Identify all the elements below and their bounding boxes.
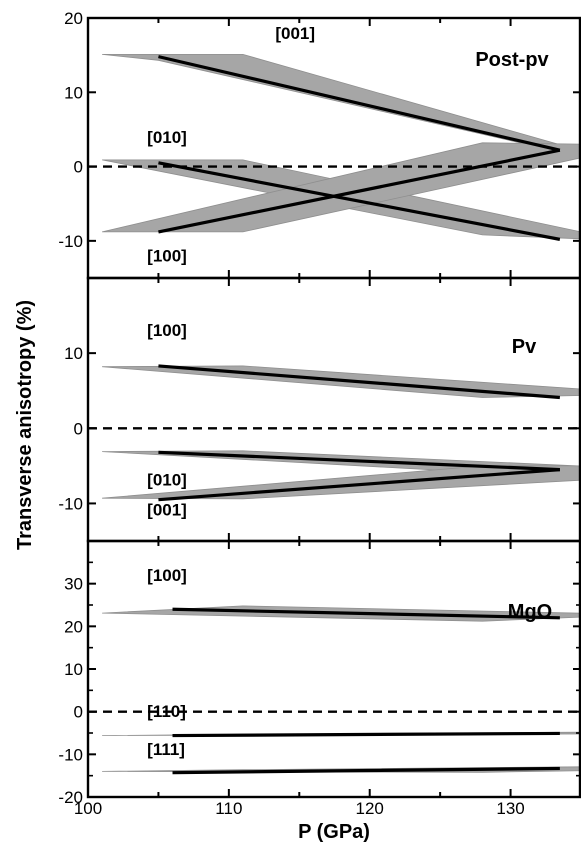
y-tick-label: -20 [58, 788, 83, 807]
x-tick-label: 100 [74, 799, 102, 818]
y-tick-label: 20 [64, 9, 83, 28]
y-tick-label: 0 [74, 703, 83, 722]
error-band [102, 54, 581, 158]
y-tick-label: 20 [64, 617, 83, 636]
series-label: [111] [147, 740, 185, 759]
y-tick-label: -10 [58, 232, 83, 251]
series-line [158, 468, 560, 502]
x-tick-label: 130 [496, 799, 524, 818]
series-line [172, 731, 560, 738]
y-tick-label: 10 [64, 83, 83, 102]
series-line [172, 766, 560, 775]
x-tick-label: 110 [215, 799, 242, 818]
panel-frame [86, 539, 581, 799]
series-label: [001] [275, 24, 315, 43]
y-tick-label: -10 [58, 745, 83, 764]
series-label: [001] [147, 500, 187, 519]
series-label: [100] [147, 566, 187, 585]
series-line [158, 55, 561, 152]
series-line [158, 364, 560, 400]
error-band [102, 465, 581, 500]
y-tick-label: 30 [64, 575, 83, 594]
x-tick-label: 120 [356, 799, 384, 818]
series-label: [010] [147, 470, 187, 489]
series-label: [100] [147, 321, 187, 340]
x-axis-label: P (GPa) [298, 821, 370, 843]
series-line [158, 148, 561, 234]
y-tick-label: 10 [64, 660, 83, 679]
panels: [001][010][100]Post-pv20100-10[100][010]… [58, 9, 581, 818]
series-label: [010] [147, 128, 187, 147]
y-tick-label: -10 [58, 494, 83, 513]
y-tick-label: 10 [64, 344, 83, 363]
series-label: [100] [147, 247, 187, 266]
series-line [158, 161, 561, 241]
series-label: [110] [147, 702, 186, 721]
error-band [102, 142, 581, 233]
panel-post-pv: [001] [010] [100] Post-pv 20 10 0 -10 [58, 9, 581, 280]
y-axis-label: Transverse anisotropy (%) [14, 300, 36, 550]
series-line [158, 450, 560, 472]
panel-title: MgO [508, 601, 552, 623]
series-line [172, 607, 560, 620]
panel-mgo: [100] [110] [111] MgO 30 20 10 0 -10 -20 [58, 539, 581, 807]
y-tick-label: 0 [74, 158, 83, 177]
panel-pv: [100] [010] [001] Pv 10 0 -10 [58, 276, 581, 543]
panel-title: Post-pv [475, 49, 549, 71]
y-tick-label: 0 [74, 419, 83, 438]
panel-title: Pv [512, 336, 537, 358]
